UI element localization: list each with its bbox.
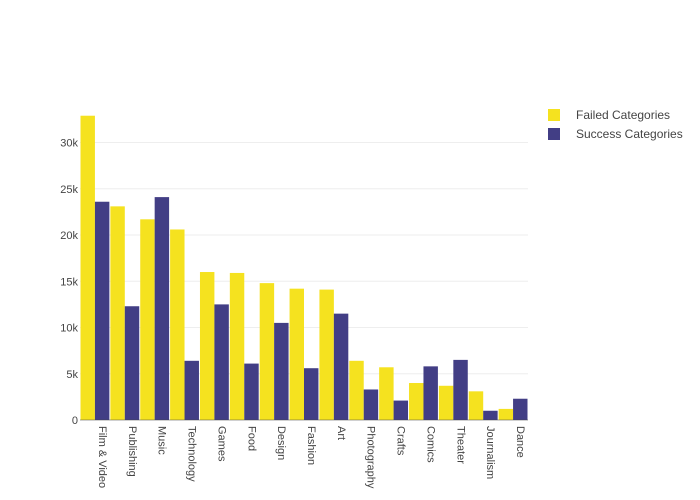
x-tick-label: Food: [245, 426, 257, 451]
bar-failed[interactable]: [349, 360, 364, 420]
x-tick-label: Publishing: [126, 426, 138, 477]
y-tick-label: 0: [72, 415, 78, 427]
y-axis-ticks: 0 5k 10k 15k 20k 25k 30k: [60, 138, 78, 427]
legend-label-failed: Failed Categories: [576, 107, 671, 122]
bar-success[interactable]: [453, 359, 468, 420]
y-tick-label: 10k: [60, 323, 78, 335]
bar-success[interactable]: [304, 368, 319, 420]
bar-success[interactable]: [184, 360, 199, 420]
bar-success[interactable]: [274, 322, 289, 420]
legend-label-success: Success Categories: [576, 126, 683, 141]
bar-success[interactable]: [154, 197, 170, 420]
bar-failed[interactable]: [170, 229, 185, 420]
x-tick-label: Dance: [514, 426, 526, 458]
legend-item-success[interactable]: Success Categories: [548, 124, 683, 143]
x-tick-label: Games: [215, 426, 227, 462]
y-tick-label: 25k: [60, 184, 78, 196]
x-tick-label: Crafts: [395, 426, 407, 456]
bar-failed[interactable]: [319, 289, 334, 420]
bar-failed[interactable]: [110, 206, 125, 420]
x-tick-label: Art: [335, 426, 347, 440]
bar-success[interactable]: [333, 313, 349, 420]
bar-failed[interactable]: [80, 115, 95, 421]
legend-swatch-success: [548, 127, 560, 140]
bar-success[interactable]: [393, 400, 409, 420]
bar-failed[interactable]: [289, 288, 304, 420]
bar-failed[interactable]: [468, 391, 484, 420]
x-tick-label: Journalism: [484, 426, 496, 479]
y-tick-label: 30k: [60, 138, 78, 150]
y-tick-label: 5k: [66, 369, 78, 381]
bar-failed[interactable]: [379, 367, 394, 420]
bar-success[interactable]: [483, 410, 498, 420]
legend: Failed Categories Success Categories: [548, 105, 683, 143]
x-tick-label: Photography: [365, 426, 377, 489]
bar-success[interactable]: [363, 389, 379, 420]
bar-failed[interactable]: [199, 272, 215, 420]
bar-success[interactable]: [513, 398, 528, 420]
bar-failed[interactable]: [259, 283, 275, 420]
bar-failed[interactable]: [229, 272, 245, 420]
x-tick-label: Design: [275, 426, 287, 460]
bar-failed[interactable]: [409, 383, 424, 420]
bar-success[interactable]: [94, 201, 110, 420]
x-tick-label: Theater: [454, 426, 466, 464]
bar-failed[interactable]: [438, 385, 454, 420]
x-tick-label: Film & Video: [96, 426, 108, 488]
bar-success[interactable]: [124, 306, 140, 420]
bar-failed[interactable]: [140, 219, 155, 420]
legend-item-failed[interactable]: Failed Categories: [548, 105, 683, 124]
y-tick-label: 20k: [60, 230, 78, 242]
x-tick-label: Technology: [186, 426, 198, 482]
x-tick-label: Music: [156, 426, 168, 455]
x-tick-label: Comics: [424, 426, 436, 463]
x-tick-label: Fashion: [305, 426, 317, 465]
legend-swatch-failed: [548, 108, 560, 121]
x-axis-ticks: Film & Video Publishing Music Technology Gam…: [80, 419, 528, 489]
bar-success[interactable]: [423, 366, 438, 420]
bar-success[interactable]: [214, 304, 229, 420]
y-tick-label: 15k: [60, 276, 78, 288]
bar-success[interactable]: [244, 363, 259, 420]
bar-failed[interactable]: [498, 408, 514, 420]
bars: [80, 115, 528, 421]
